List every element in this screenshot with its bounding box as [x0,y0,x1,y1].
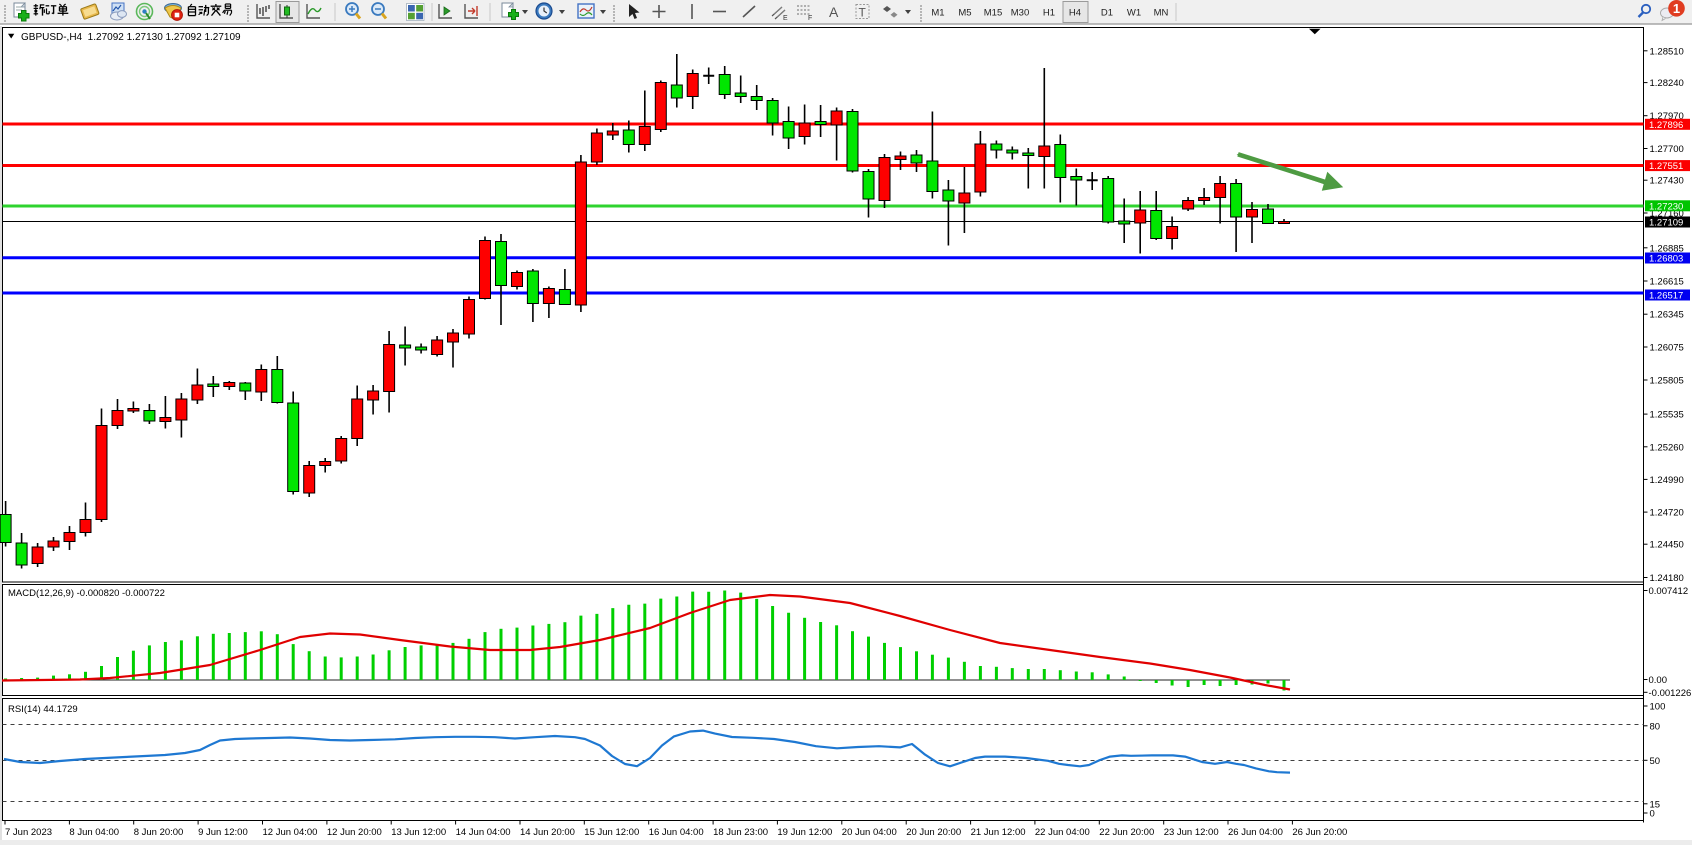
svg-text:12 Jun 20:00: 12 Jun 20:00 [327,827,382,838]
svg-text:1.26615: 1.26615 [1650,277,1684,288]
svg-text:1.26345: 1.26345 [1650,310,1684,321]
svg-text:21 Jun 12:00: 21 Jun 12:00 [971,827,1026,838]
svg-text:26 Jun 04:00: 26 Jun 04:00 [1228,827,1283,838]
svg-text:19 Jun 12:00: 19 Jun 12:00 [777,827,832,838]
svg-text:12 Jun 04:00: 12 Jun 04:00 [263,827,318,838]
svg-text:H1: H1 [1043,8,1055,19]
svg-text:7 Jun 2023: 7 Jun 2023 [5,827,52,838]
svg-text:14 Jun 04:00: 14 Jun 04:00 [456,827,511,838]
svg-text:1.25535: 1.25535 [1650,410,1684,421]
svg-text:50: 50 [1650,756,1661,767]
svg-text:100: 100 [1650,702,1666,713]
svg-text:1.25260: 1.25260 [1650,442,1684,453]
svg-text:1.27109: 1.27109 [1649,218,1683,229]
svg-text:1.27160: 1.27160 [1650,209,1684,220]
svg-text:MACD(12,26,9) -0.000820 -0.000: MACD(12,26,9) -0.000820 -0.000722 [8,588,165,599]
svg-text:14 Jun 20:00: 14 Jun 20:00 [520,827,575,838]
svg-text:22 Jun 20:00: 22 Jun 20:00 [1099,827,1154,838]
svg-text:M30: M30 [1011,8,1029,19]
svg-text:A: A [829,4,839,20]
svg-text:0.007412: 0.007412 [1649,586,1689,597]
svg-text:20 Jun 20:00: 20 Jun 20:00 [906,827,961,838]
svg-text:RSI(14) 44.1729: RSI(14) 44.1729 [8,704,78,715]
svg-text:1.26803: 1.26803 [1649,254,1683,265]
svg-text:W1: W1 [1127,8,1141,19]
svg-text:F: F [808,15,812,22]
svg-text:18 Jun 23:00: 18 Jun 23:00 [713,827,768,838]
svg-text:1.26885: 1.26885 [1650,243,1684,254]
svg-text:M1: M1 [931,8,944,19]
svg-text:1.24450: 1.24450 [1650,540,1684,551]
svg-text:1.25805: 1.25805 [1650,376,1684,387]
svg-text:-0.001226: -0.001226 [1649,688,1692,699]
svg-text:8 Jun 04:00: 8 Jun 04:00 [69,827,119,838]
svg-text:15: 15 [1650,799,1661,810]
svg-text:1.24180: 1.24180 [1650,573,1684,584]
svg-text:15 Jun 12:00: 15 Jun 12:00 [584,827,639,838]
svg-text:1.24720: 1.24720 [1650,508,1684,519]
svg-text:1.27430: 1.27430 [1650,176,1684,187]
svg-text:M5: M5 [958,8,971,19]
svg-text:MN: MN [1154,8,1169,19]
svg-text:1.24990: 1.24990 [1650,475,1684,486]
svg-text:H4: H4 [1069,8,1081,19]
svg-text:80: 80 [1650,721,1661,732]
svg-text:9 Jun 12:00: 9 Jun 12:00 [198,827,248,838]
svg-text:23 Jun 12:00: 23 Jun 12:00 [1164,827,1219,838]
svg-text:M15: M15 [984,8,1002,19]
svg-text:D1: D1 [1101,8,1113,19]
svg-text:GBPUSD-,H4 1.27092 1.27130 1.: GBPUSD-,H4 1.27092 1.27130 1.27092 1.271… [21,32,241,43]
svg-text:13 Jun 12:00: 13 Jun 12:00 [391,827,446,838]
svg-text:22 Jun 04:00: 22 Jun 04:00 [1035,827,1090,838]
svg-text:16 Jun 04:00: 16 Jun 04:00 [649,827,704,838]
svg-text:0: 0 [1650,809,1655,820]
svg-text:1.26075: 1.26075 [1650,343,1684,354]
svg-text:0.00: 0.00 [1649,675,1668,686]
svg-text:1.28510: 1.28510 [1650,46,1684,57]
svg-text:1.27551: 1.27551 [1649,161,1683,172]
svg-text:1: 1 [1673,1,1680,16]
svg-text:1.27970: 1.27970 [1650,111,1684,122]
svg-text:1.28240: 1.28240 [1650,78,1684,89]
svg-text:1.27896: 1.27896 [1649,120,1683,131]
svg-text:1.27700: 1.27700 [1650,144,1684,155]
svg-text:E: E [783,15,788,22]
svg-text:26 Jun 20:00: 26 Jun 20:00 [1292,827,1347,838]
svg-text:T: T [859,6,867,20]
svg-text:20 Jun 04:00: 20 Jun 04:00 [842,827,897,838]
svg-text:1.26517: 1.26517 [1649,291,1683,302]
svg-text:8 Jun 20:00: 8 Jun 20:00 [134,827,184,838]
svg-text:1.27230: 1.27230 [1649,201,1683,212]
